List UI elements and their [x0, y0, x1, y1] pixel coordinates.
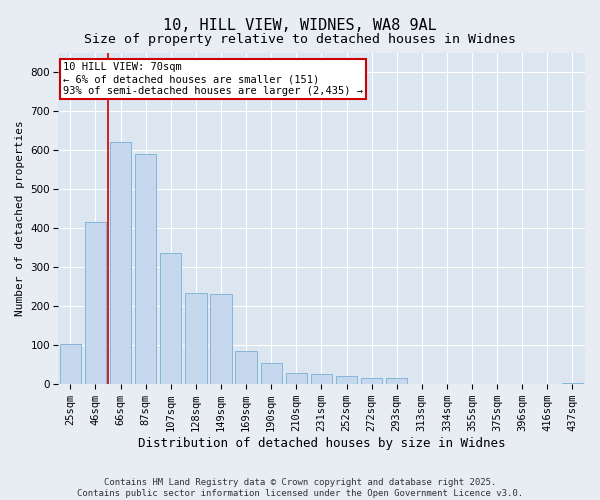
- Text: Contains HM Land Registry data © Crown copyright and database right 2025.
Contai: Contains HM Land Registry data © Crown c…: [77, 478, 523, 498]
- Bar: [311, 374, 332, 384]
- Bar: [562, 383, 583, 384]
- Text: 10 HILL VIEW: 70sqm
← 6% of detached houses are smaller (151)
93% of semi-detach: 10 HILL VIEW: 70sqm ← 6% of detached hou…: [63, 62, 363, 96]
- Text: 10, HILL VIEW, WIDNES, WA8 9AL: 10, HILL VIEW, WIDNES, WA8 9AL: [163, 18, 437, 32]
- Text: Size of property relative to detached houses in Widnes: Size of property relative to detached ho…: [84, 32, 516, 46]
- Bar: [286, 372, 307, 384]
- Bar: [336, 376, 357, 384]
- Bar: [361, 378, 382, 384]
- X-axis label: Distribution of detached houses by size in Widnes: Distribution of detached houses by size …: [137, 437, 505, 450]
- Bar: [135, 154, 157, 384]
- Bar: [160, 254, 181, 384]
- Bar: [386, 378, 407, 384]
- Bar: [185, 292, 206, 384]
- Bar: [260, 363, 282, 384]
- Bar: [235, 351, 257, 384]
- Bar: [60, 344, 81, 384]
- Bar: [211, 294, 232, 384]
- Bar: [85, 222, 106, 384]
- Y-axis label: Number of detached properties: Number of detached properties: [15, 120, 25, 316]
- Bar: [110, 142, 131, 384]
